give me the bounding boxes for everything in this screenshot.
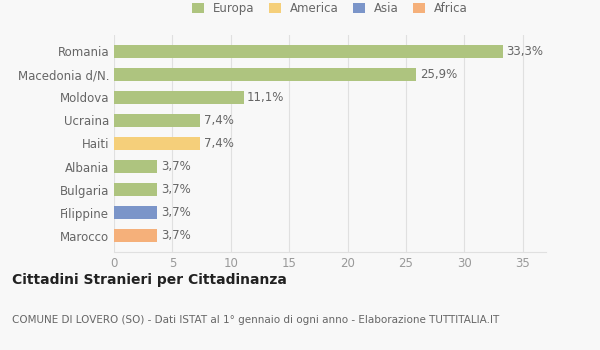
Bar [114, 183, 157, 196]
Text: 7,4%: 7,4% [204, 114, 234, 127]
Text: 11,1%: 11,1% [247, 91, 284, 104]
Text: 25,9%: 25,9% [420, 68, 457, 81]
Text: 7,4%: 7,4% [204, 137, 234, 150]
Bar [114, 91, 244, 104]
Text: 3,7%: 3,7% [161, 160, 190, 173]
Text: COMUNE DI LOVERO (SO) - Dati ISTAT al 1° gennaio di ogni anno - Elaborazione TUT: COMUNE DI LOVERO (SO) - Dati ISTAT al 1°… [12, 315, 499, 325]
Bar [114, 68, 416, 80]
Text: 33,3%: 33,3% [506, 45, 544, 58]
Text: 3,7%: 3,7% [161, 206, 190, 219]
Bar [114, 45, 503, 57]
Bar [114, 230, 157, 242]
Text: Cittadini Stranieri per Cittadinanza: Cittadini Stranieri per Cittadinanza [12, 273, 287, 287]
Text: 3,7%: 3,7% [161, 229, 190, 242]
Bar [114, 137, 200, 150]
Bar [114, 114, 200, 127]
Legend: Europa, America, Asia, Africa: Europa, America, Asia, Africa [192, 2, 468, 15]
Bar [114, 160, 157, 173]
Bar [114, 206, 157, 219]
Text: 3,7%: 3,7% [161, 183, 190, 196]
